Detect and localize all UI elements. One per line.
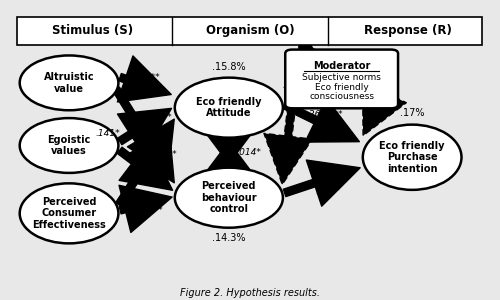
Text: .17%: .17% [400, 108, 424, 118]
FancyArrowPatch shape [284, 36, 336, 88]
Text: Altruistic
value: Altruistic value [44, 72, 94, 94]
Text: .044***: .044*** [138, 113, 172, 122]
FancyArrowPatch shape [362, 80, 406, 136]
Text: -.014*: -.014* [234, 148, 262, 157]
Text: .142*: .142* [152, 150, 177, 159]
Text: .264 ***: .264 *** [306, 110, 343, 119]
FancyArrowPatch shape [118, 108, 172, 155]
Text: Moderator: Moderator [313, 61, 370, 71]
Ellipse shape [20, 183, 118, 243]
Text: Perceived
behaviour
control: Perceived behaviour control [201, 181, 256, 214]
Ellipse shape [20, 118, 118, 173]
Text: .14.3%: .14.3% [212, 233, 246, 243]
FancyArrowPatch shape [118, 142, 172, 190]
FancyArrowPatch shape [204, 140, 253, 189]
FancyArrowPatch shape [113, 87, 174, 183]
Ellipse shape [363, 124, 462, 190]
FancyBboxPatch shape [18, 17, 481, 45]
Ellipse shape [175, 78, 283, 138]
FancyArrowPatch shape [200, 125, 258, 181]
Text: .141*: .141* [96, 129, 120, 138]
Ellipse shape [20, 56, 118, 110]
Text: Perceived
Consumer
Effectiveness: Perceived Consumer Effectiveness [32, 197, 106, 230]
Text: Stimulus (S): Stimulus (S) [52, 24, 133, 38]
FancyArrowPatch shape [119, 185, 172, 232]
Text: .443***: .443*** [126, 73, 160, 82]
Text: Organism (O): Organism (O) [206, 24, 294, 38]
FancyArrowPatch shape [284, 160, 360, 206]
FancyArrowPatch shape [116, 119, 174, 207]
Text: Response (R): Response (R) [364, 24, 452, 38]
Text: Eco friendly: Eco friendly [315, 83, 368, 92]
FancyArrowPatch shape [118, 56, 171, 102]
Text: .137***: .137*** [130, 206, 164, 215]
Text: Eco friendly
Purchase
intention: Eco friendly Purchase intention [380, 141, 445, 174]
Text: .15.8%: .15.8% [212, 62, 246, 72]
FancyBboxPatch shape [285, 50, 398, 108]
Text: Subjective norms: Subjective norms [302, 73, 381, 82]
Text: consciousness: consciousness [309, 92, 374, 101]
Text: Egoistic
values: Egoistic values [48, 135, 90, 156]
FancyArrowPatch shape [282, 98, 360, 142]
Ellipse shape [175, 168, 283, 228]
Text: .059*: .059* [142, 170, 168, 179]
Text: Figure 2. Hypothesis results.: Figure 2. Hypothesis results. [180, 289, 320, 298]
Text: Eco friendly
Attitude: Eco friendly Attitude [196, 97, 262, 118]
FancyArrowPatch shape [264, 96, 312, 184]
Text: .076*: .076* [315, 187, 340, 196]
